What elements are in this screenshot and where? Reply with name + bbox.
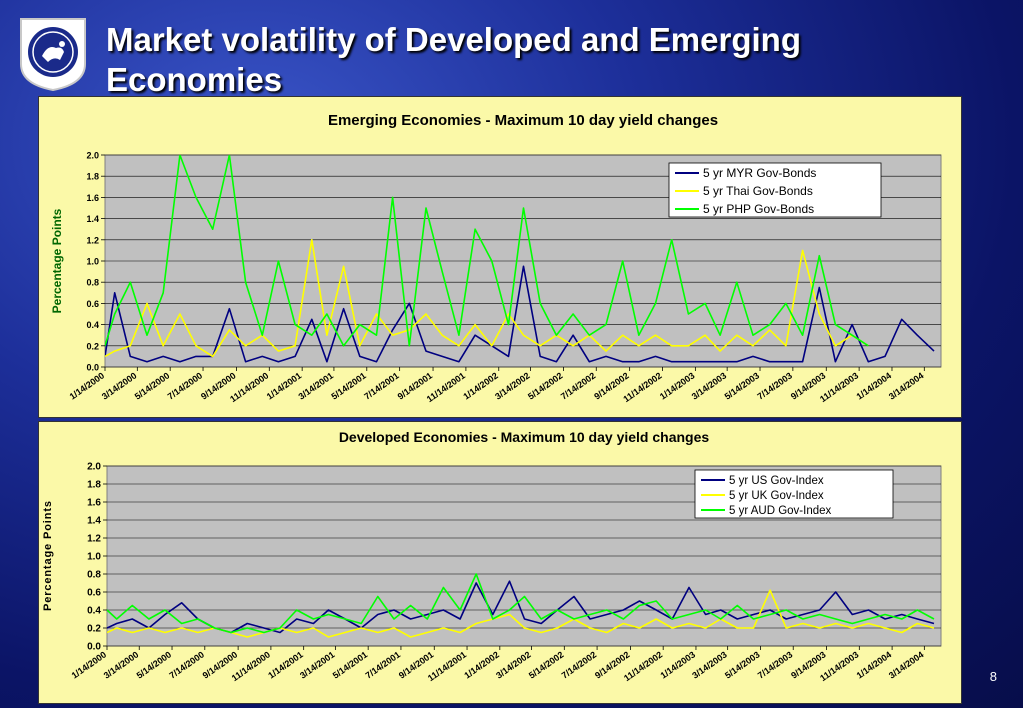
x-tick-label: 1/14/2003: [658, 370, 697, 401]
x-tick-label: 1/14/2002: [462, 649, 501, 680]
x-tick-label: 5/14/2000: [133, 370, 172, 401]
y-tick-label: 1.6: [86, 193, 99, 203]
x-tick-label: 7/14/2002: [559, 370, 598, 401]
y-tick-label: 1.0: [87, 552, 101, 563]
developed-chart-svg: Developed Economies - Maximum 10 day yie…: [42, 429, 942, 683]
legend-entry: 5 yr US Gov-Index: [729, 475, 824, 487]
y-tick-label: 1.2: [87, 534, 101, 545]
x-tick-label: 3/14/2000: [100, 370, 139, 401]
y-tick-label: 1.2: [86, 235, 99, 245]
x-tick-label: 7/14/2001: [364, 649, 403, 680]
legend-entry: 5 yr UK Gov-Index: [729, 490, 824, 502]
x-tick-label: 5/14/2002: [527, 649, 566, 680]
x-tick-label: 7/14/2003: [756, 649, 795, 680]
y-tick-label: 0.2: [86, 341, 99, 351]
y-tick-label: 0.8: [86, 278, 99, 288]
chart-legend: 5 yr US Gov-Index 5 yr UK Gov-Index 5 yr A…: [694, 469, 894, 519]
x-tick-label: 7/14/2000: [166, 370, 205, 401]
y-tick-label: 0.4: [86, 320, 99, 330]
y-tick-label: 1.8: [87, 480, 101, 491]
slide-title: Market volatility of Developed and Emerg…: [106, 21, 801, 98]
x-tick-label: 7/14/2000: [167, 649, 206, 680]
legend-entry: 5 yr PHP Gov-Bonds: [703, 202, 814, 216]
x-tick-label: 3/14/2000: [102, 649, 141, 680]
chart-title: Emerging Economies - Maximum 10 day yiel…: [328, 112, 718, 129]
x-tick-label: 1/14/2003: [659, 649, 698, 680]
x-tick-label: 3/14/2002: [494, 649, 533, 680]
x-tick-label: 7/14/2002: [560, 649, 599, 680]
y-tick-label: 1.4: [87, 516, 101, 527]
x-tick-label: 5/14/2002: [526, 370, 565, 401]
x-tick-label: 7/14/2003: [755, 370, 794, 401]
y-tick-label: 1.0: [86, 257, 99, 267]
y-axis-label: Percentage Points: [50, 208, 64, 313]
y-tick-label: 1.8: [86, 172, 99, 182]
series-line-1: [105, 265, 935, 363]
x-tick-label: 1/14/2000: [70, 649, 109, 680]
x-tick-label: 1/14/2000: [68, 370, 107, 401]
y-tick-label: 2.0: [86, 151, 99, 161]
series-line-2: [105, 239, 869, 358]
x-tick-label: 3/14/2001: [298, 649, 337, 680]
x-tick-label: 3/14/2004: [887, 649, 926, 680]
y-tick-label: 0.2: [87, 624, 101, 635]
series-line-3: [105, 155, 869, 347]
x-tick-label: 7/14/2001: [362, 370, 401, 401]
emerging-chart-svg: Emerging Economies - Maximum 10 day yiel…: [50, 112, 942, 404]
emerging-economies-chart: Emerging Economies - Maximum 10 day yiel…: [38, 96, 962, 418]
y-tick-label: 1.4: [86, 214, 99, 224]
x-tick-label: 1/14/2002: [461, 370, 500, 401]
chart-legend: 5 yr MYR Gov-Bonds 5 yr Thai Gov-Bonds 5 y…: [668, 162, 882, 218]
y-tick-label: 0.8: [87, 570, 101, 581]
x-tick-label: 5/14/2000: [135, 649, 174, 680]
legend-entry: 5 yr AUD Gov-Index: [729, 505, 832, 517]
series-line-1: [107, 580, 935, 634]
x-tick-label: 5/14/2001: [331, 649, 370, 680]
x-tick-label: 3/14/2004: [887, 370, 926, 401]
y-tick-label: 0.6: [87, 588, 101, 599]
x-tick-label: 1/14/2001: [265, 370, 304, 401]
series-line-2: [107, 589, 935, 638]
developed-economies-chart: Developed Economies - Maximum 10 day yie…: [38, 421, 962, 704]
chart-title: Developed Economies - Maximum 10 day yie…: [339, 429, 710, 445]
x-tick-label: 3/14/2001: [297, 370, 336, 401]
y-tick-label: 0.4: [87, 606, 101, 617]
y-tick-label: 2.0: [87, 462, 101, 473]
x-tick-label: 5/14/2003: [723, 649, 762, 680]
legend-entry: 5 yr Thai Gov-Bonds: [703, 184, 813, 198]
y-axis-label: Percentage Points: [42, 501, 54, 611]
x-tick-label: 5/14/2001: [329, 370, 368, 401]
y-tick-label: 0.6: [86, 299, 99, 309]
x-tick-label: 1/14/2004: [855, 370, 894, 401]
x-tick-label: 3/14/2002: [493, 370, 532, 401]
x-tick-label: 1/14/2004: [855, 649, 894, 680]
legend-entry: 5 yr MYR Gov-Bonds: [703, 166, 816, 180]
y-tick-label: 1.6: [87, 498, 101, 509]
slide-page-number: 8: [989, 669, 997, 684]
x-tick-label: 3/14/2003: [690, 370, 729, 401]
x-tick-label: 3/14/2003: [690, 649, 729, 680]
series-line-3: [107, 573, 935, 634]
institution-shield-logo: [18, 16, 88, 92]
x-tick-label: 1/14/2001: [266, 649, 305, 680]
x-tick-label: 5/14/2003: [723, 370, 762, 401]
y-tick-label: 0.0: [87, 642, 101, 653]
y-tick-label: 0.0: [86, 363, 99, 373]
